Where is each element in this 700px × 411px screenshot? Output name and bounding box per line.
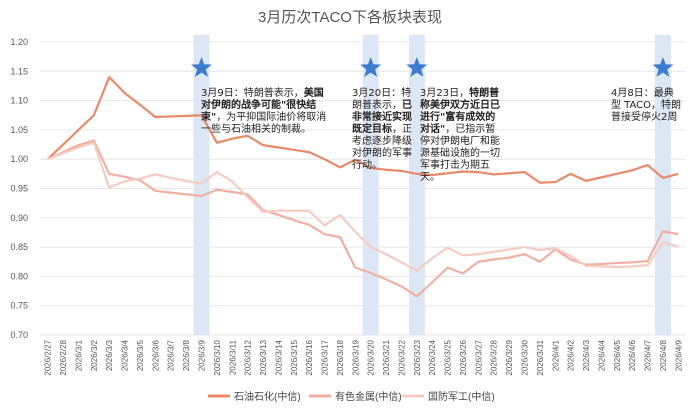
annotation-text: ，为平抑国际油价将取消一些与石油相关的制裁。 (201, 112, 327, 135)
legend-label: 石油石化(中信) (234, 390, 301, 403)
y-tick-label: 0.70 (10, 330, 28, 340)
legend-label: 国防军工(中信) (428, 390, 495, 403)
x-tick-label: 2026/3/8 (182, 339, 191, 371)
annotation-date: 3月20日： (352, 88, 402, 99)
x-tick-label: 2026/4/9 (674, 339, 683, 371)
x-tick-label: 2026/2/28 (59, 339, 68, 375)
star-icon (360, 57, 382, 77)
x-tick-label: 2026/4/4 (597, 339, 606, 371)
event-band (408, 35, 425, 335)
x-tick-label: 2026/3/28 (490, 339, 499, 375)
x-tick-label: 2026/2/27 (44, 339, 53, 375)
x-tick-label: 2026/3/14 (274, 339, 283, 375)
legend-label: 有色金属(中信) (335, 390, 402, 403)
annotation-text: ，已指示暂停对伊朗电厂和能源基础设施的一切军事打击为期五天。 (420, 124, 500, 183)
annotation-mar23: 3月23日，特朗普称美伊双方近日已进行"富有成效的对话"，已指示暂停对伊朗电厂和… (420, 88, 500, 184)
annotation-text: 最典型 TACO，特朗普接受停火2周 (611, 88, 682, 123)
annotation-date: 4月8日： (611, 88, 654, 99)
x-tick-label: 2026/3/11 (228, 339, 237, 375)
star-icon (406, 57, 428, 77)
star-icon (652, 57, 674, 77)
x-tick-label: 2026/3/22 (397, 339, 406, 375)
x-tick-label: 2026/3/10 (213, 339, 222, 375)
annotation-text: ，正考虑逐步降级对伊朗的军事行动。 (352, 124, 412, 171)
y-tick-label: 0.85 (10, 242, 28, 252)
annotation-bold: 特朗普称美伊双方近日已进行"富有成效的对话" (420, 88, 500, 135)
chart-title: 3月历次TACO下各板块表现 (258, 8, 442, 26)
series-line (46, 76, 679, 184)
x-tick-label: 2026/3/17 (321, 339, 330, 375)
x-tick-label: 2026/3/30 (521, 339, 530, 375)
annotation-apr8: 4月8日：最典型 TACO，特朗普接受停火2周 (611, 88, 683, 124)
x-tick-label: 2026/3/24 (428, 339, 437, 375)
y-tick-label: 0.75 (10, 301, 28, 311)
x-tick-label: 2026/3/6 (151, 339, 160, 371)
x-tick-label: 2026/3/5 (136, 339, 145, 371)
x-tick-label: 2026/3/18 (336, 339, 345, 375)
x-tick-label: 2026/3/31 (536, 339, 545, 375)
x-tick-label: 2026/3/2 (90, 339, 99, 371)
x-tick-label: 2026/3/20 (367, 339, 376, 375)
event-band (193, 35, 210, 335)
y-tick-label: 1.00 (10, 154, 28, 164)
x-tick-label: 2026/3/23 (413, 339, 422, 375)
y-tick-label: 1.05 (10, 125, 28, 135)
annotation-bold: 美国对伊朗的战争可能"很快结束" (201, 88, 324, 123)
x-tick-label: 2026/4/8 (659, 339, 668, 371)
annotation-date: 3月23日， (420, 88, 470, 99)
x-tick-label: 2026/3/26 (459, 339, 468, 375)
y-tick-label: 0.90 (10, 213, 28, 223)
x-tick-label: 2026/3/21 (382, 339, 391, 375)
series-line (47, 139, 679, 298)
event-band (362, 35, 379, 335)
annotation-text: 特朗普表示， (352, 88, 412, 111)
event-band (654, 35, 671, 335)
x-tick-label: 2026/4/2 (567, 339, 576, 371)
x-tick-label: 2026/3/12 (244, 339, 253, 375)
x-tick-label: 2026/3/7 (167, 339, 176, 371)
x-tick-label: 2026/3/9 (198, 339, 207, 371)
y-tick-label: 1.10 (10, 96, 28, 106)
series-line (47, 141, 679, 272)
x-tick-label: 2026/3/29 (505, 339, 514, 375)
x-tick-label: 2026/3/27 (474, 339, 483, 375)
x-tick-label: 2026/3/16 (305, 339, 314, 375)
x-tick-label: 2026/3/1 (74, 339, 83, 371)
x-tick-label: 2026/3/19 (351, 339, 360, 375)
x-tick-label: 2026/3/4 (121, 339, 130, 371)
x-tick-label: 2026/3/3 (105, 339, 114, 371)
y-tick-label: 0.80 (10, 271, 28, 281)
x-tick-label: 2026/4/3 (582, 339, 591, 371)
x-tick-label: 2026/3/15 (290, 339, 299, 375)
x-tick-label: 2026/4/7 (644, 339, 653, 371)
x-tick-label: 2026/3/13 (259, 339, 268, 375)
y-tick-label: 0.95 (10, 184, 28, 194)
y-tick-label: 1.20 (10, 37, 28, 47)
annotation-text: 特朗普表示， (243, 88, 304, 99)
annotation-mar9: 3月9日：特朗普表示，美国对伊朗的战争可能"很快结束"，为平抑国际油价将取消一些… (201, 88, 329, 136)
annotation-bold: 已非常接近实现既定目标 (352, 100, 412, 135)
x-tick-label: 2026/4/1 (551, 339, 560, 371)
x-tick-label: 2026/4/6 (628, 339, 637, 371)
star-icon (191, 57, 212, 77)
annotation-date: 3月9日： (201, 88, 244, 99)
y-tick-label: 1.15 (10, 66, 28, 76)
annotation-mar20: 3月20日：特朗普表示，已非常接近实现既定目标，正考虑逐步降级对伊朗的军事行动。 (352, 88, 416, 172)
x-tick-label: 2026/4/5 (613, 339, 622, 371)
x-tick-label: 2026/3/25 (444, 339, 453, 375)
